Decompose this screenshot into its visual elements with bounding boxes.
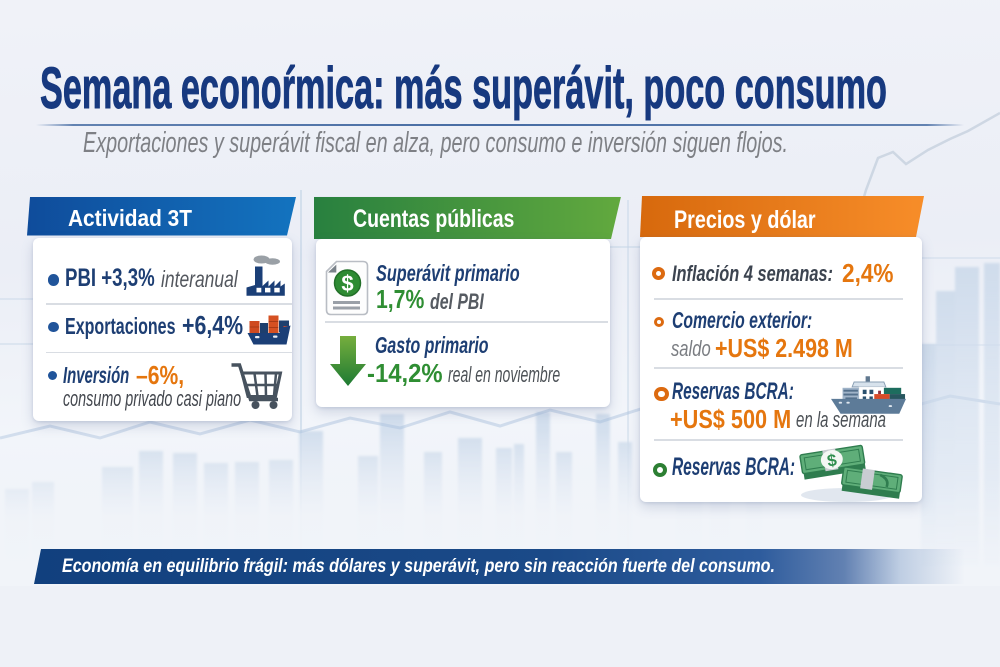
svg-text:$: $ — [826, 450, 839, 470]
svg-text:$: $ — [341, 271, 353, 296]
